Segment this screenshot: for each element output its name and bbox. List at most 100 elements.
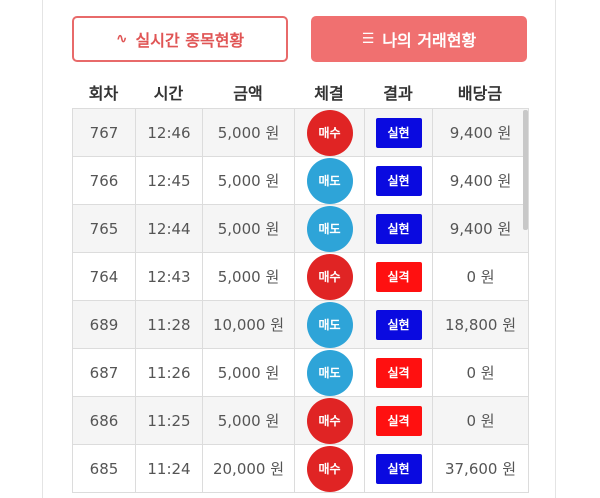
- scrollbar: [523, 110, 528, 230]
- realtime-button[interactable]: ∿ 실시간 종목현황: [72, 16, 288, 62]
- cell-text: 11:28: [147, 315, 191, 334]
- table-cell: 실격: [364, 396, 433, 445]
- table-row[interactable]: 767 12:46 5,000 원 매수 실현 9,400 원: [72, 108, 529, 157]
- table-cell: 767: [72, 108, 136, 157]
- table-header: 회차 시간 금액 체결 결과 배당금: [72, 80, 528, 104]
- result-badge: 실현: [375, 165, 422, 196]
- cell-text: 9,400 원: [449, 172, 512, 190]
- cell-text: 9,400 원: [449, 124, 512, 142]
- table-row[interactable]: 687 11:26 5,000 원 매도 실격 0 원: [72, 348, 529, 397]
- cell-text: 764: [89, 267, 119, 286]
- cell-text: 11:25: [147, 411, 191, 430]
- result-badge: 실격: [375, 405, 422, 436]
- column-header: 시간: [153, 84, 184, 103]
- trade-badge: 매도: [306, 301, 353, 348]
- trade-badge: 매도: [306, 157, 353, 204]
- table-cell: 0 원: [432, 252, 529, 301]
- table-row[interactable]: 765 12:44 5,000 원 매도 실현 9,400 원: [72, 204, 529, 253]
- cell-text: 686: [89, 411, 119, 430]
- cell-text: 5,000 원: [217, 364, 280, 382]
- my-trades-button[interactable]: ☰ 나의 거래현황: [311, 16, 527, 62]
- trade-badge: 매수: [306, 109, 353, 156]
- table-cell: 실현: [364, 156, 433, 205]
- trade-badge: 매도: [306, 349, 353, 396]
- table-cell: 0 원: [432, 348, 529, 397]
- table-cell: 실현: [364, 204, 433, 253]
- cell-text: 687: [89, 363, 119, 382]
- cell-text: 0 원: [466, 268, 495, 286]
- button-label: 실시간 종목현황: [135, 31, 245, 50]
- cell-text: 18,800 원: [444, 316, 517, 334]
- table-cell: 11:25: [135, 396, 203, 445]
- table-cell: 9,400 원: [432, 108, 529, 157]
- table-cell: 687: [72, 348, 136, 397]
- cell-text: 10,000 원: [212, 316, 285, 334]
- table-cell: 매수: [294, 396, 365, 445]
- cell-text: 685: [89, 459, 119, 478]
- table-cell: 매도: [294, 204, 365, 253]
- table-cell: 실격: [364, 348, 433, 397]
- trade-badge: 매수: [306, 445, 353, 492]
- table-cell: 11:24: [135, 444, 203, 493]
- table-cell: 실현: [364, 108, 433, 157]
- table-row[interactable]: 689 11:28 10,000 원 매도 실현 18,800 원: [72, 300, 529, 349]
- table-cell: 37,600 원: [432, 444, 529, 493]
- cell-text: 5,000 원: [217, 124, 280, 142]
- table-cell: 20,000 원: [202, 444, 295, 493]
- trade-table: 767 12:46 5,000 원 매수 실현 9,400 원 766 12:45 5,000 …: [72, 108, 529, 493]
- cell-text: 20,000 원: [212, 460, 285, 478]
- table-cell: 9,400 원: [432, 204, 529, 253]
- trade-badge: 매도: [306, 205, 353, 252]
- table-cell: 매도: [294, 348, 365, 397]
- cell-text: 12:46: [147, 123, 191, 142]
- cell-text: 5,000 원: [217, 220, 280, 238]
- table-cell: 매수: [294, 108, 365, 157]
- table-cell: 12:46: [135, 108, 203, 157]
- table-cell: 12:44: [135, 204, 203, 253]
- column-header: 배당금: [457, 84, 503, 103]
- table-cell: 실현: [364, 444, 433, 493]
- cell-text: 12:44: [147, 219, 191, 238]
- table-row[interactable]: 686 11:25 5,000 원 매수 실격 0 원: [72, 396, 529, 445]
- table-cell: 5,000 원: [202, 204, 295, 253]
- table-cell: 764: [72, 252, 136, 301]
- table-cell: 5,000 원: [202, 252, 295, 301]
- table-cell: 11:28: [135, 300, 203, 349]
- frame: [42, 0, 556, 498]
- cell-text: 767: [89, 123, 119, 142]
- table-cell: 9,400 원: [432, 156, 529, 205]
- table-cell: 5,000 원: [202, 348, 295, 397]
- table-cell: 686: [72, 396, 136, 445]
- column-header: 금액: [233, 84, 263, 103]
- result-badge: 실현: [375, 213, 422, 244]
- table-cell: 10,000 원: [202, 300, 295, 349]
- table-cell: 11:26: [135, 348, 203, 397]
- result-badge: 실현: [375, 117, 422, 148]
- cell-text: 5,000 원: [217, 172, 280, 190]
- table-cell: 5,000 원: [202, 108, 295, 157]
- cell-text: 11:26: [147, 363, 191, 382]
- table-row[interactable]: 766 12:45 5,000 원 매도 실현 9,400 원: [72, 156, 529, 205]
- table-cell: 18,800 원: [432, 300, 529, 349]
- table-cell: 5,000 원: [202, 396, 295, 445]
- table-cell: 0 원: [432, 396, 529, 445]
- cell-text: 765: [89, 219, 119, 238]
- table-cell: 매도: [294, 156, 365, 205]
- cell-text: 5,000 원: [217, 412, 280, 430]
- table-row[interactable]: 764 12:43 5,000 원 매수 실격 0 원: [72, 252, 529, 301]
- cell-text: 0 원: [466, 364, 495, 382]
- table-cell: 766: [72, 156, 136, 205]
- table-cell: 실격: [364, 252, 433, 301]
- cell-text: 9,400 원: [449, 220, 512, 238]
- cell-text: 689: [89, 315, 119, 334]
- trade-badge: 매수: [306, 397, 353, 444]
- table-cell: 실현: [364, 300, 433, 349]
- table-cell: 12:45: [135, 156, 203, 205]
- table-row[interactable]: 685 11:24 20,000 원 매수 실현 37,600 원: [72, 444, 529, 493]
- trade-badge: 매수: [306, 253, 353, 300]
- result-badge: 실격: [375, 261, 422, 292]
- column-header: 결과: [383, 84, 413, 103]
- table-cell: 765: [72, 204, 136, 253]
- result-badge: 실격: [375, 357, 422, 388]
- result-badge: 실현: [375, 453, 422, 484]
